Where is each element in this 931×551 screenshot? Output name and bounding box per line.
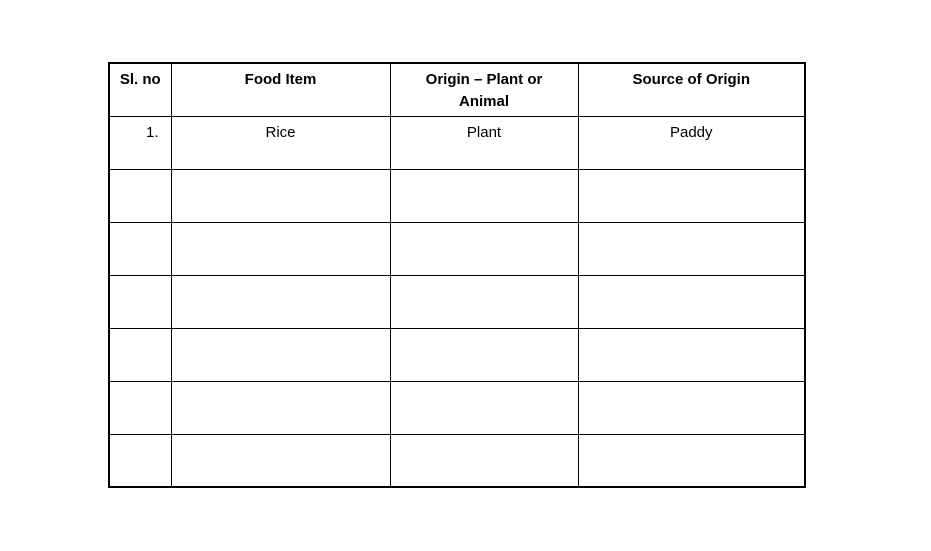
cell-source <box>577 433 806 488</box>
cell-sl_no <box>108 433 172 488</box>
cell-food_item <box>170 433 391 488</box>
cell-source <box>577 168 806 223</box>
food-origin-table-container: Sl. no Food Item Origin – Plant or Anima… <box>108 62 806 488</box>
cell-source <box>577 221 806 276</box>
cell-food_item <box>170 221 391 276</box>
cell-food_item <box>170 327 391 382</box>
cell-origin <box>389 168 579 223</box>
table-row <box>108 221 806 276</box>
table-body: 1. Rice Plant Paddy <box>108 115 806 488</box>
column-header-origin: Origin – Plant or Animal <box>389 62 579 117</box>
table-row <box>108 327 806 382</box>
cell-source <box>577 327 806 382</box>
cell-sl_no: 1. <box>108 115 172 170</box>
column-header-source-of-origin: Source of Origin <box>577 62 806 117</box>
cell-sl_no <box>108 327 172 382</box>
cell-food_item: Rice <box>170 115 391 170</box>
cell-sl_no <box>108 380 172 435</box>
cell-origin <box>389 274 579 329</box>
cell-source: Paddy <box>577 115 806 170</box>
cell-food_item <box>170 168 391 223</box>
cell-sl_no <box>108 221 172 276</box>
column-header-food-item: Food Item <box>170 62 391 117</box>
cell-origin: Plant <box>389 115 579 170</box>
table-header: Sl. no Food Item Origin – Plant or Anima… <box>108 62 806 117</box>
food-origin-table: Sl. no Food Item Origin – Plant or Anima… <box>108 62 806 488</box>
cell-origin <box>389 221 579 276</box>
table-row <box>108 380 806 435</box>
table-row: 1. Rice Plant Paddy <box>108 115 806 170</box>
cell-source <box>577 380 806 435</box>
cell-origin <box>389 380 579 435</box>
cell-source <box>577 274 806 329</box>
cell-food_item <box>170 380 391 435</box>
table-row <box>108 168 806 223</box>
cell-sl_no <box>108 274 172 329</box>
header-row: Sl. no Food Item Origin – Plant or Anima… <box>108 62 806 117</box>
cell-food_item <box>170 274 391 329</box>
cell-origin <box>389 327 579 382</box>
cell-sl_no <box>108 168 172 223</box>
table-row <box>108 433 806 488</box>
cell-origin <box>389 433 579 488</box>
table-row <box>108 274 806 329</box>
column-header-sl-no: Sl. no <box>108 62 172 117</box>
